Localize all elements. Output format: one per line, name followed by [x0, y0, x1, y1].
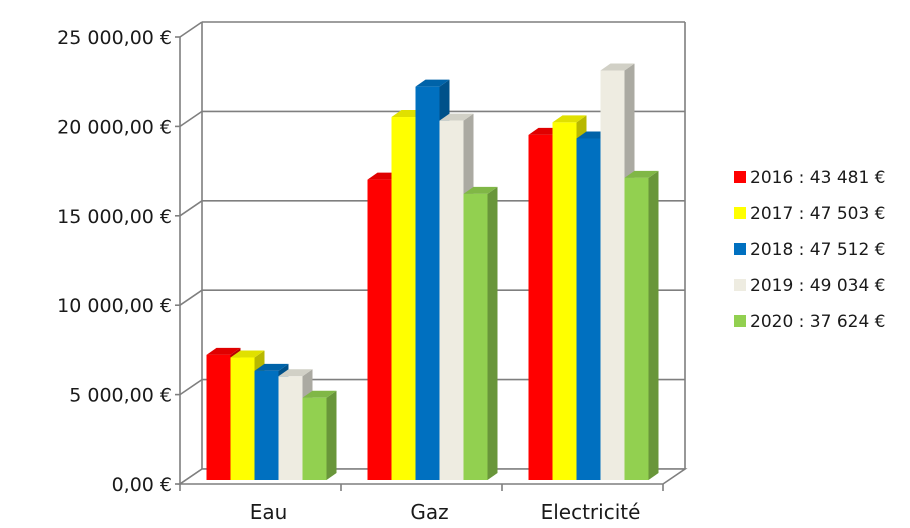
- x-axis-tick-labels: Eau Gaz Electricité: [250, 500, 641, 524]
- bar-side-face: [326, 390, 337, 480]
- legend-item: 2017 : 47 503 €: [734, 204, 886, 224]
- bar: [624, 170, 659, 480]
- bar-front-face: [391, 117, 416, 480]
- gridline-side: [179, 110, 203, 128]
- gridline-side: [179, 21, 203, 38]
- bar-side-face: [648, 170, 659, 480]
- bar-top-face: [254, 363, 289, 371]
- legend-item: 2018 : 47 512 €: [734, 240, 886, 260]
- bar-front-face: [552, 122, 577, 481]
- gridline-side: [179, 289, 203, 306]
- bar-front-face: [367, 179, 392, 480]
- legend-item: 2016 : 43 481 €: [734, 168, 886, 188]
- legend-label: 2020 : 37 624 €: [750, 312, 886, 332]
- x-tick-label: Gaz: [410, 500, 448, 524]
- legend-item: 2020 : 37 624 €: [734, 312, 886, 332]
- legend-swatch: [734, 279, 746, 291]
- legend-swatch: [734, 171, 746, 183]
- bar-front-face: [528, 134, 553, 480]
- bar-front-face: [463, 193, 488, 481]
- bar-side-face: [487, 186, 498, 481]
- bar-top-face: [206, 347, 241, 355]
- y-tick-label: 20 000,00 €: [57, 116, 172, 138]
- bar-front-face: [600, 70, 625, 480]
- bar-front-face: [439, 120, 464, 480]
- bar-top-face: [600, 63, 635, 71]
- bar-top-face: [278, 369, 313, 377]
- bar-top-face: [302, 390, 337, 398]
- bar-front-face: [254, 370, 279, 480]
- bar-top-face: [439, 113, 474, 121]
- bar-front-face: [302, 397, 327, 480]
- legend: 2016 : 43 481 € 2017 : 47 503 € 2018 : 47 …: [734, 168, 886, 332]
- bars: [206, 63, 659, 481]
- bar-top-face: [552, 115, 587, 123]
- y-tick-label: 15 000,00 €: [57, 206, 172, 228]
- bar-top-face: [624, 170, 659, 178]
- bar-front-face: [576, 138, 601, 480]
- bar-top-face: [230, 350, 265, 358]
- legend-item: 2019 : 49 034 €: [734, 276, 886, 296]
- bar: [463, 186, 498, 481]
- y-tick-label: 0,00 €: [112, 474, 172, 496]
- bar-front-face: [624, 177, 649, 480]
- y-tick-label: 10 000,00 €: [57, 295, 172, 317]
- y-tick-label: 5 000,00 €: [69, 385, 172, 407]
- bar-front-face: [278, 376, 303, 480]
- legend-label: 2016 : 43 481 €: [750, 168, 886, 188]
- bar: [302, 390, 337, 480]
- legend-swatch: [734, 315, 746, 327]
- y-axis-tick-labels: 0,00 € 5 000,00 € 10 000,00 € 15 000,00 € 20…: [57, 27, 172, 496]
- x-tick-label: Eau: [250, 500, 288, 524]
- legend-label: 2017 : 47 503 €: [750, 204, 886, 224]
- bar-top-face: [463, 186, 498, 194]
- legend-label: 2019 : 49 034 €: [750, 276, 886, 296]
- bar-top-face: [415, 79, 450, 87]
- legend-label: 2018 : 47 512 €: [750, 240, 886, 260]
- bar-front-face: [230, 357, 255, 480]
- gridline-side: [179, 200, 203, 217]
- bar-front-face: [206, 354, 231, 480]
- legend-swatch: [734, 243, 746, 255]
- gridline-side: [179, 378, 203, 396]
- legend-swatch: [734, 207, 746, 219]
- x-tick-label: Electricité: [541, 500, 641, 524]
- y-tick-label: 25 000,00 €: [57, 27, 172, 49]
- bar-front-face: [415, 86, 440, 480]
